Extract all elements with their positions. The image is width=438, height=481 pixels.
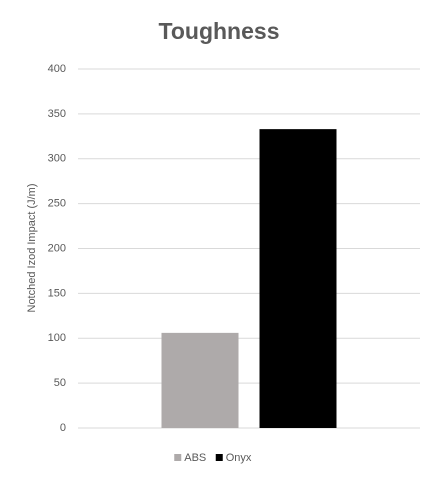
y-tick-label: 350 — [48, 108, 66, 120]
legend-swatch — [174, 454, 182, 461]
chart-title: Toughness — [159, 18, 280, 44]
legend-swatch — [215, 454, 223, 461]
y-tick-label: 400 — [48, 63, 66, 75]
y-tick-label: 50 — [54, 377, 66, 389]
legend-label: ABS — [184, 452, 206, 464]
bar — [161, 332, 239, 428]
y-axis-label: Notched Izod Impact (J/m) — [26, 184, 38, 313]
y-tick-label: 200 — [48, 242, 66, 254]
y-tick-label: 250 — [48, 198, 66, 210]
bar — [259, 129, 337, 428]
y-tick-label: 300 — [48, 153, 66, 165]
y-tick-label: 0 — [60, 422, 66, 434]
y-tick-label: 150 — [48, 287, 66, 299]
y-tick-label: 100 — [48, 332, 66, 344]
legend-label: Onyx — [226, 452, 252, 464]
